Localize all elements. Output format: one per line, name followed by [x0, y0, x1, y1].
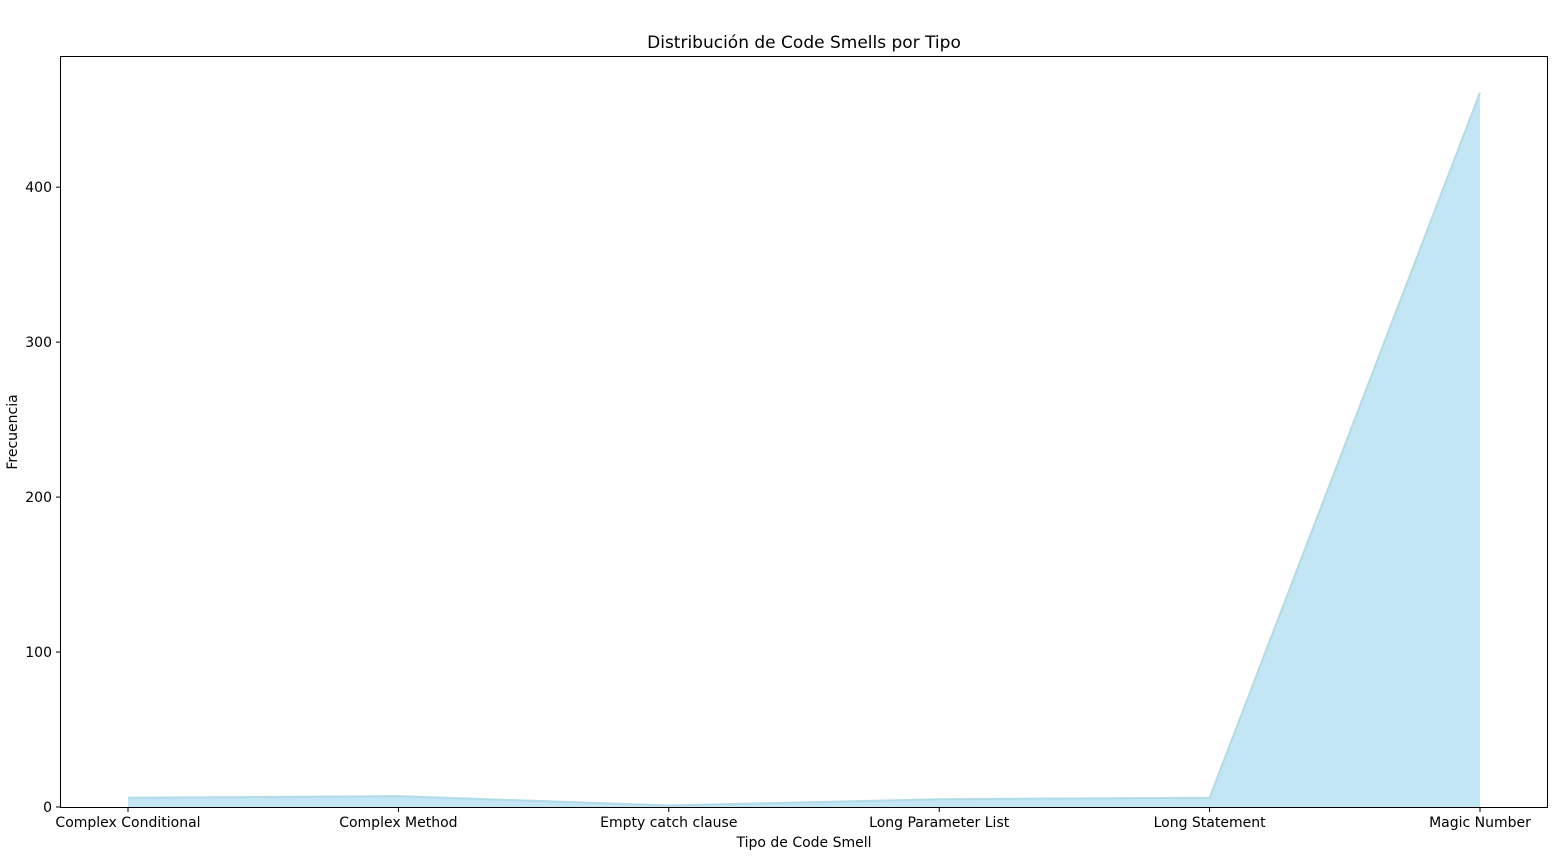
plot-area: [128, 93, 1480, 807]
y-tick-label: 0: [43, 800, 52, 816]
chart-title: Distribución de Code Smells por Tipo: [647, 33, 961, 53]
y-tick-label: 200: [25, 490, 52, 506]
area-fill: [128, 93, 1480, 807]
x-tick-label: Empty catch clause: [600, 815, 737, 831]
x-tick-label: Long Statement: [1154, 815, 1267, 831]
y-axis-label: Frecuencia: [5, 394, 21, 469]
x-tick-label: Complex Method: [339, 815, 457, 831]
x-tick-label: Complex Conditional: [55, 815, 200, 831]
y-tick-label: 100: [25, 645, 52, 661]
y-axis: 0 100 200 300 400: [25, 180, 61, 816]
x-tick-label: Magic Number: [1429, 815, 1531, 831]
y-tick-label: 400: [25, 180, 52, 196]
x-axis: Complex Conditional Complex Method Empty c…: [55, 807, 1531, 831]
x-axis-label: Tipo de Code Smell: [735, 835, 871, 851]
x-tick-label: Long Parameter List: [869, 815, 1010, 831]
y-tick-label: 300: [25, 335, 52, 351]
